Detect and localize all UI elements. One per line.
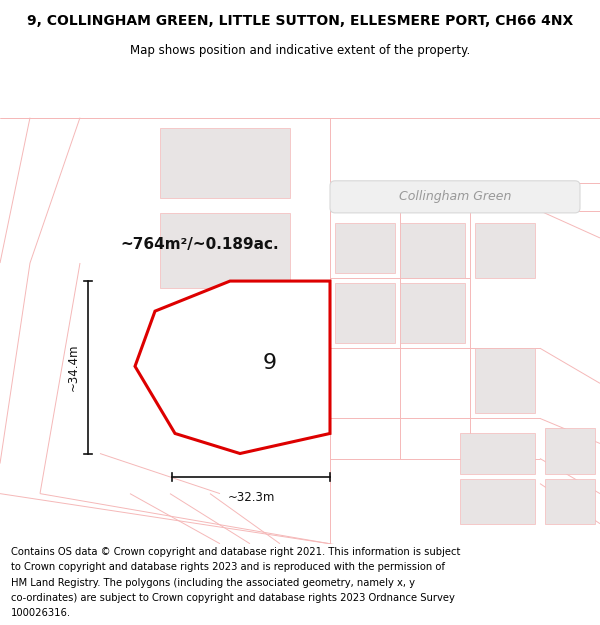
Text: 100026316.: 100026316. [11,608,71,618]
Bar [545,479,595,524]
Text: Contains OS data © Crown copyright and database right 2021. This information is : Contains OS data © Crown copyright and d… [11,547,460,557]
Bar [475,348,535,413]
Text: ~32.3m: ~32.3m [227,491,275,504]
Text: co-ordinates) are subject to Crown copyright and database rights 2023 Ordnance S: co-ordinates) are subject to Crown copyr… [11,593,455,603]
Bar [545,429,595,474]
Text: ~764m²/~0.189ac.: ~764m²/~0.189ac. [121,238,280,252]
Text: 9: 9 [263,353,277,373]
Text: 9, COLLINGHAM GREEN, LITTLE SUTTON, ELLESMERE PORT, CH66 4NX: 9, COLLINGHAM GREEN, LITTLE SUTTON, ELLE… [27,14,573,28]
Bar [400,223,465,278]
Bar [335,223,395,273]
Text: ~34.4m: ~34.4m [67,344,80,391]
Bar [475,223,535,278]
Text: to Crown copyright and database rights 2023 and is reproduced with the permissio: to Crown copyright and database rights 2… [11,562,445,572]
FancyBboxPatch shape [330,181,580,213]
Text: HM Land Registry. The polygons (including the associated geometry, namely x, y: HM Land Registry. The polygons (includin… [11,578,415,587]
Bar [160,213,290,288]
Bar [160,127,290,198]
Text: Collingham Green: Collingham Green [399,191,511,203]
Bar [335,283,395,343]
Text: Map shows position and indicative extent of the property.: Map shows position and indicative extent… [130,44,470,57]
Bar [400,283,465,343]
Polygon shape [135,281,330,454]
Bar [460,479,535,524]
Bar [460,434,535,474]
